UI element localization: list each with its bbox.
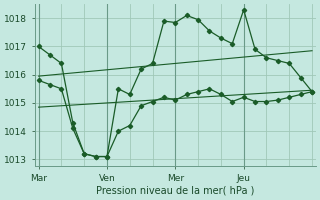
X-axis label: Pression niveau de la mer( hPa ): Pression niveau de la mer( hPa ) <box>96 186 254 196</box>
